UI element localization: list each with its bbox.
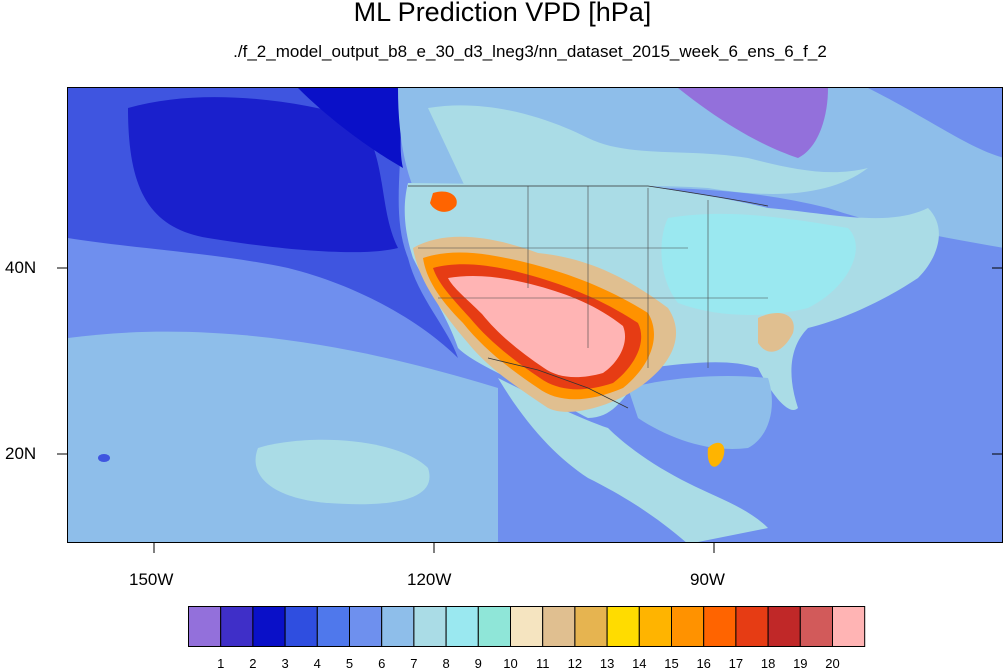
land-southeast-tan (758, 313, 794, 352)
colorbar-tick-label: 8 (442, 656, 450, 671)
colorbar (188, 606, 866, 647)
colorbar-swatch (349, 606, 383, 647)
colorbar-swatch (510, 606, 544, 647)
vpd-map (67, 87, 1003, 543)
us-border-north (408, 185, 769, 207)
colorbar-tick-label: 10 (503, 656, 518, 671)
heat-yucatan (707, 442, 725, 467)
colorbar-swatch (767, 606, 801, 647)
lon-label-120w: 120W (407, 570, 452, 589)
colorbar-swatch (220, 606, 254, 647)
colorbar-tick-label: 7 (410, 656, 418, 671)
ocean-deepest-zone (128, 97, 398, 253)
arctic-purple-region (678, 88, 828, 158)
colorbar-swatch (316, 606, 351, 647)
colorbar-swatch (735, 606, 769, 647)
lat-label-20n: 20N (5, 444, 37, 463)
gulf-of-mexico (628, 376, 772, 449)
colorbar-tick-label: 5 (345, 656, 354, 671)
ocean-pale-patch (255, 439, 430, 505)
colorbar-tick-label: 2 (249, 656, 257, 671)
colorbar-swatch (703, 606, 737, 647)
colorbar-swatch (574, 606, 608, 647)
colorbar-tick-label: 13 (599, 656, 615, 671)
lon-label-90w: 90W (690, 570, 725, 589)
colorbar-tick-label: 9 (474, 656, 482, 671)
vpd-map-svg (68, 88, 1002, 542)
colorbar-swatch (413, 606, 447, 647)
colorbar-swatch (542, 606, 576, 647)
labrador-region (868, 88, 1002, 158)
colorbar-tick-label: 17 (728, 656, 744, 671)
colorbar-tick-label: 19 (793, 656, 808, 671)
colorbar-tick-label: 18 (760, 656, 776, 671)
colorbar-swatch (381, 606, 415, 647)
colorbar-tick-label: 11 (535, 656, 550, 671)
colorbar-swatch (799, 606, 833, 647)
colorbar-tick-label: 6 (378, 656, 386, 671)
colorbar-swatch (832, 606, 866, 647)
colorbar-swatch (445, 606, 479, 647)
heat-pacnw (430, 191, 457, 212)
colorbar-tick-label: 4 (313, 656, 321, 671)
heat-pink (448, 275, 626, 378)
colorbar-tick-label: 16 (696, 656, 711, 671)
colorbar-tick-label: 14 (632, 656, 647, 671)
colorbar-swatch (638, 606, 672, 647)
ocean-gulf-alaska (298, 88, 403, 168)
land-mexico (498, 378, 768, 542)
map-subtitle: ./f_2_model_output_b8_e_30_d3_lneg3/nn_d… (233, 42, 827, 61)
colorbar-swatch (284, 606, 318, 647)
colorbar-swatch (252, 606, 286, 647)
land-canada-cool (428, 105, 868, 194)
map-title: ML Prediction VPD [hPa] (353, 0, 652, 27)
colorbar-swatch (606, 606, 640, 647)
colorbar-tick-label: 15 (664, 656, 679, 671)
colorbar-tick-label: 3 (281, 656, 289, 671)
colorbar-swatch (477, 606, 511, 647)
lat-label-40n: 40N (5, 258, 37, 277)
colorbar-tick-label: 12 (567, 656, 583, 671)
colorbar-swatch (671, 606, 705, 647)
lon-label-150w: 150W (129, 570, 174, 589)
us-border-south (487, 357, 629, 409)
hawaii-island (98, 454, 110, 462)
colorbar-tick-label: 1 (217, 656, 225, 671)
land-east-cyan (661, 213, 856, 315)
colorbar-swatch (188, 606, 222, 647)
colorbar-tick-label: 20 (825, 656, 840, 671)
